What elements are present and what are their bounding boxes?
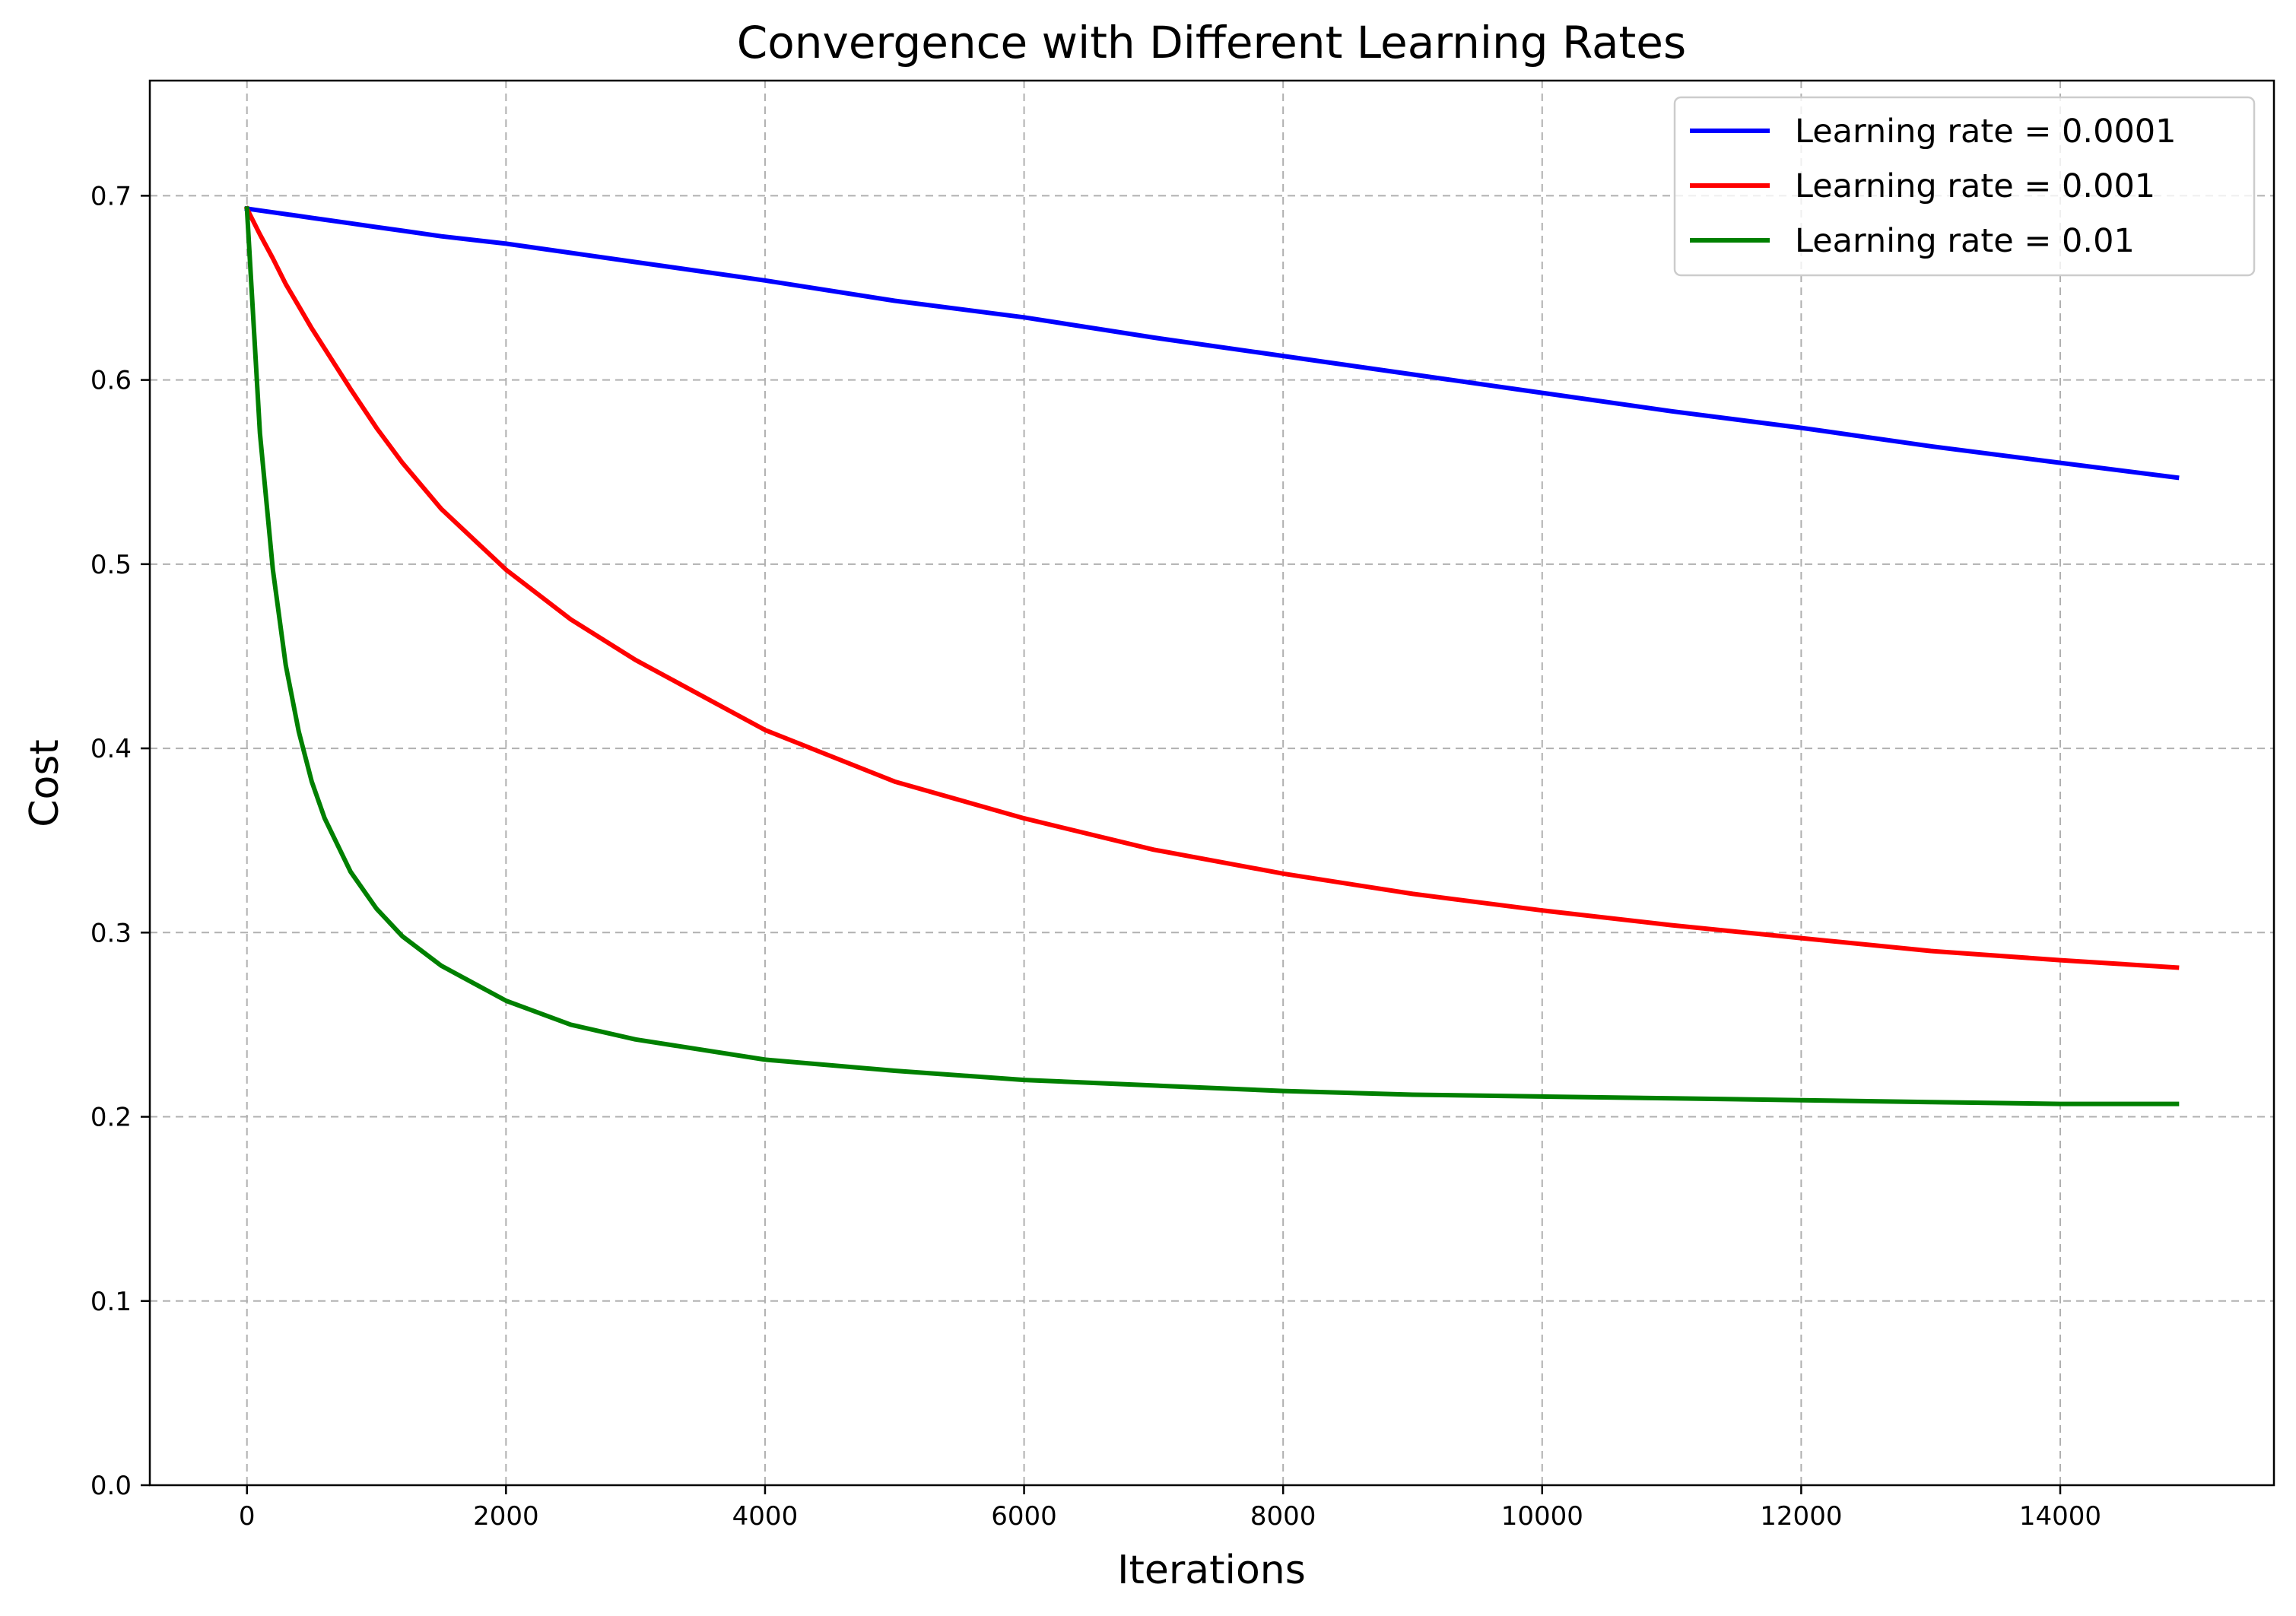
series-line-3 bbox=[244, 206, 2180, 1106]
y-tick-label: 0.3 bbox=[91, 918, 132, 948]
y-tick-label: 0.5 bbox=[91, 550, 132, 580]
plot-frame bbox=[148, 79, 2275, 1487]
legend-label-3: Learning rate = 0.01 bbox=[1795, 222, 2135, 260]
legend-label-2: Learning rate = 0.001 bbox=[1795, 167, 2155, 205]
y-axis-label: Cost bbox=[22, 739, 68, 827]
x-tick-label: 10000 bbox=[1501, 1501, 1583, 1532]
series-lines bbox=[243, 205, 2180, 1106]
x-tick-label: 2000 bbox=[473, 1501, 539, 1532]
axis-ticks: 0 2000 4000 6000 8000 10000 12000 14000 0.0 0.1 0.… bbox=[91, 181, 2101, 1532]
legend: Learning rate = 0.0001 Learning rate = 0.… bbox=[1673, 96, 2256, 277]
x-tick-label: 6000 bbox=[991, 1501, 1057, 1532]
y-tick-label: 0.0 bbox=[91, 1471, 132, 1501]
y-tick-label: 0.7 bbox=[91, 181, 132, 211]
y-tick-label: 0.6 bbox=[91, 366, 132, 396]
chart-title: Convergence with Different Learning Rate… bbox=[737, 17, 1686, 68]
x-tick-label: 0 bbox=[239, 1501, 256, 1532]
series-line-1 bbox=[244, 205, 2180, 481]
plot-background bbox=[150, 81, 2274, 1485]
x-tick-label: 4000 bbox=[732, 1501, 799, 1532]
y-tick-label: 0.2 bbox=[91, 1103, 132, 1133]
y-tick-label: 0.4 bbox=[91, 734, 132, 764]
x-tick-label: 12000 bbox=[1760, 1501, 1842, 1532]
x-axis-label: Iterations bbox=[1117, 1548, 1306, 1593]
legend-frame bbox=[1673, 96, 2256, 277]
y-tick-label: 0.1 bbox=[91, 1287, 132, 1317]
x-tick-label: 8000 bbox=[1250, 1501, 1316, 1532]
series-line-2 bbox=[243, 205, 2180, 970]
grid bbox=[150, 81, 2274, 1485]
x-tick-label: 14000 bbox=[2019, 1501, 2101, 1532]
legend-label-1: Learning rate = 0.0001 bbox=[1795, 113, 2177, 151]
